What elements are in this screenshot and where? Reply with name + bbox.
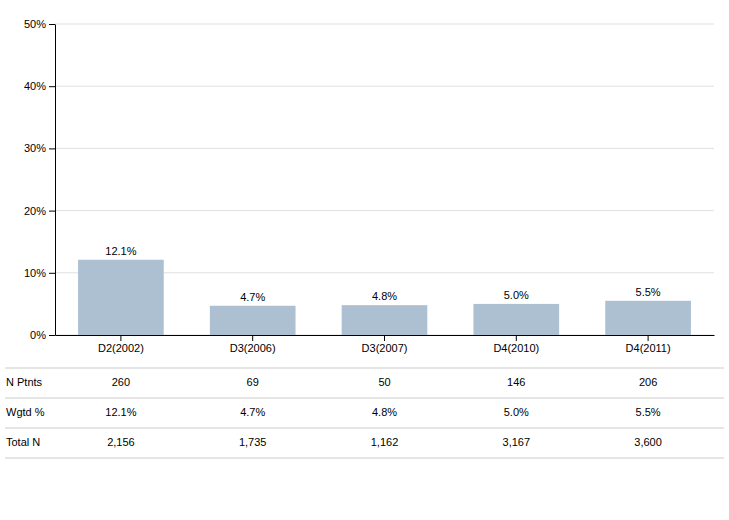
tick: 40% bbox=[24, 80, 55, 92]
tick: D4(2011) bbox=[626, 335, 671, 354]
grid-line bbox=[55, 210, 714, 211]
tick-label: 30% bbox=[24, 142, 46, 154]
table-cell: 2,156 bbox=[107, 436, 135, 448]
data-label: 12.1% bbox=[105, 245, 136, 257]
tick-mark bbox=[49, 148, 55, 149]
tick: 20% bbox=[24, 205, 55, 217]
table-cell: 3,600 bbox=[634, 436, 662, 448]
table-cell: 5.5% bbox=[636, 406, 661, 418]
table-cell: 5.0% bbox=[504, 406, 529, 418]
tick-label: D4(2010) bbox=[493, 342, 539, 354]
tick-mark bbox=[49, 211, 55, 212]
grid-line bbox=[55, 148, 714, 149]
table-divider bbox=[5, 368, 724, 369]
table-cell: 206 bbox=[639, 376, 657, 388]
table-row-label: Wgtd % bbox=[6, 406, 45, 418]
tick: 0% bbox=[30, 329, 55, 341]
tick-label: 50% bbox=[24, 18, 46, 30]
table-cell: 260 bbox=[112, 376, 130, 388]
table-cell: 69 bbox=[247, 376, 259, 388]
grid-line bbox=[55, 86, 714, 87]
tick-label: 20% bbox=[24, 205, 46, 217]
table-cell: 50 bbox=[378, 376, 390, 388]
bar bbox=[605, 301, 691, 335]
tick-mark bbox=[49, 86, 55, 87]
x-axis: D2(2002) D3(2006) D3(2007) D4(2010) D4(2011) bbox=[56, 335, 715, 354]
grid bbox=[55, 24, 714, 335]
data-label: 5.0% bbox=[504, 289, 529, 301]
grid-line bbox=[55, 24, 714, 25]
tick-mark bbox=[49, 335, 55, 336]
table-row-label: N Ptnts bbox=[6, 376, 43, 388]
table-row-label: Total N bbox=[6, 436, 40, 448]
bar bbox=[210, 306, 296, 335]
data-label: 4.7% bbox=[240, 291, 265, 303]
tick-mark bbox=[648, 335, 649, 341]
tick-mark bbox=[384, 335, 385, 341]
tick-label: D4(2011) bbox=[626, 342, 671, 354]
table-cell: 4.8% bbox=[372, 406, 397, 418]
tick: 30% bbox=[24, 142, 55, 154]
table-cell: 3,167 bbox=[503, 436, 531, 448]
chart: 0% 10% 20% 30% 40% 50% D2(2002) D3(2006) D3(2007… bbox=[0, 0, 729, 520]
axis-line bbox=[55, 25, 56, 336]
tick-label: D2(2002) bbox=[98, 342, 144, 354]
table-divider bbox=[5, 458, 724, 459]
tick: D3(2006) bbox=[230, 335, 276, 354]
tick-mark bbox=[49, 24, 55, 25]
table-divider bbox=[5, 428, 724, 429]
table-cell: 12.1% bbox=[105, 406, 136, 418]
table-cell: 4.7% bbox=[240, 406, 265, 418]
tick-label: D3(2007) bbox=[362, 342, 408, 354]
tick: D3(2007) bbox=[362, 335, 408, 354]
table-cell: 1,735 bbox=[239, 436, 267, 448]
tick-mark bbox=[49, 273, 55, 274]
tick-mark bbox=[120, 335, 121, 341]
data-label: 5.5% bbox=[636, 286, 661, 298]
data-labels: 12.1% 4.7% 4.8% 5.0% 5.5% bbox=[105, 245, 661, 303]
y-axis: 0% 10% 20% 30% 40% 50% bbox=[24, 18, 56, 341]
bar bbox=[473, 304, 559, 335]
tick-label: 10% bbox=[24, 267, 46, 279]
table-cell: 146 bbox=[507, 376, 525, 388]
table-divider bbox=[5, 398, 724, 399]
tick: 50% bbox=[24, 18, 55, 30]
bars bbox=[78, 260, 691, 335]
tick: D2(2002) bbox=[98, 335, 144, 354]
tick-mark bbox=[252, 335, 253, 341]
table: N Ptnts 260 69 50 146 206 Wgtd % 12.1% 4.7% 4.8% 5… bbox=[5, 368, 724, 458]
table-cell: 1,162 bbox=[371, 436, 399, 448]
bar bbox=[342, 305, 428, 335]
tick-mark bbox=[516, 335, 517, 341]
tick-label: 40% bbox=[24, 80, 46, 92]
tick-label: 0% bbox=[30, 329, 46, 341]
bar bbox=[78, 260, 164, 335]
tick-label: D3(2006) bbox=[230, 342, 276, 354]
tick: D4(2010) bbox=[493, 335, 539, 354]
data-label: 4.8% bbox=[372, 290, 397, 302]
tick: 10% bbox=[24, 267, 55, 279]
